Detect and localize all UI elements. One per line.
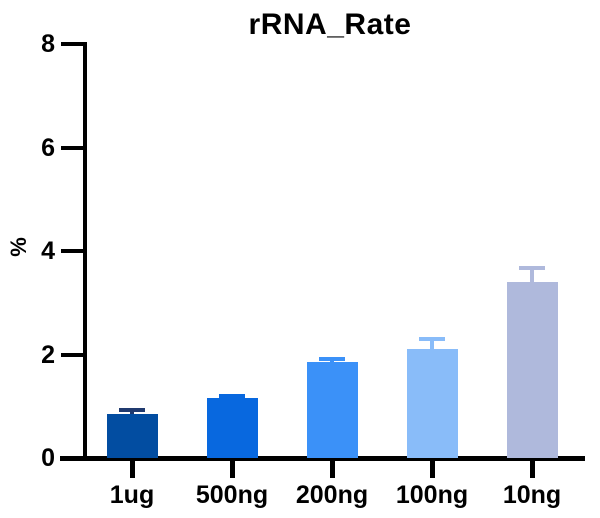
y-tick-label: 4	[41, 237, 55, 265]
x-axis-tick	[530, 461, 535, 478]
error-bar-cap	[319, 357, 345, 361]
x-axis-tick	[430, 461, 435, 478]
error-bar-cap	[219, 394, 245, 398]
bar-100ng	[407, 349, 458, 458]
error-bar-stem	[530, 268, 534, 288]
y-axis-tick	[61, 353, 85, 357]
x-tick-label-100ng: 100ng	[395, 481, 469, 509]
y-axis-tick	[61, 146, 85, 150]
chart-title: rRNA_Rate	[248, 8, 412, 41]
x-tick-label-10ng: 10ng	[502, 481, 562, 509]
y-tick-label: 6	[41, 134, 55, 162]
bar-500ng	[207, 398, 258, 458]
x-axis-tick	[330, 461, 335, 478]
x-tick-label-200ng: 200ng	[295, 481, 369, 509]
y-axis-tick	[61, 42, 85, 46]
y-tick-label: 0	[41, 444, 55, 472]
error-bar-cap	[419, 337, 445, 341]
error-bar-stem	[430, 339, 434, 355]
error-bar-cap	[119, 408, 145, 412]
y-tick-label: 2	[41, 341, 55, 369]
x-axis-tick	[230, 461, 235, 478]
x-axis-tick	[130, 461, 135, 478]
bar-1ug	[107, 414, 158, 458]
bar-10ng	[507, 282, 558, 458]
x-axis-line	[60, 456, 585, 461]
x-tick-label-500ng: 500ng	[195, 481, 269, 509]
y-axis-tick	[61, 249, 85, 253]
x-tick-label-1ug: 1ug	[109, 481, 155, 509]
y-tick-label: 8	[41, 30, 55, 58]
bar-200ng	[307, 362, 358, 458]
y-axis-tick	[61, 456, 85, 460]
y-axis-line	[83, 42, 87, 461]
error-bar-cap	[519, 266, 545, 270]
